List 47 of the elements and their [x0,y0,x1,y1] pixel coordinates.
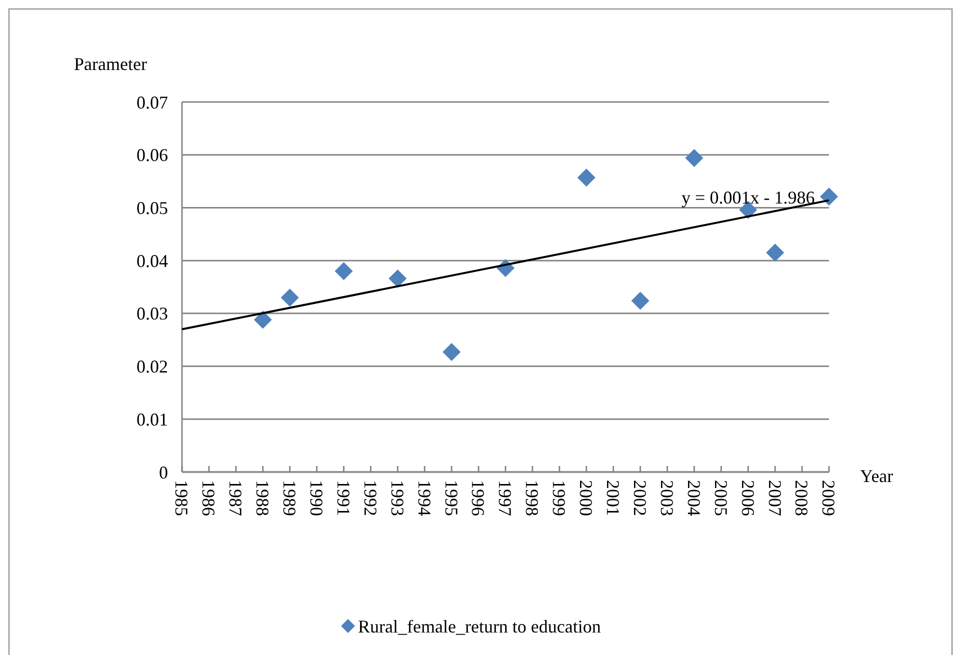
x-tick-label: 2008 [792,480,812,516]
x-tick-label: 2007 [764,480,785,516]
x-tick-label: 2000 [576,480,596,516]
x-tick-label: 2001 [603,480,624,516]
x-tick-label: 1985 [172,480,192,516]
x-tick-label: 1995 [441,480,462,516]
x-tick-label: 2002 [630,480,650,516]
point [280,288,299,307]
x-tick-label: 2004 [684,480,704,516]
point [334,262,353,280]
x-tick-label: 1999 [549,480,570,516]
x-tick-label: 1997 [495,480,516,516]
x-tick-label: 2003 [656,480,677,516]
point [820,188,838,206]
x-tick-label: 1991 [333,480,354,516]
y-tick-label: 0.02 [136,356,168,377]
x-tick-label: 1989 [280,480,300,516]
x-tick-label: 2005 [710,480,731,516]
x-tick-label: 1986 [198,480,219,516]
y-tick-label: 0 [159,462,168,482]
y-tick-label: 0.05 [136,198,168,218]
legend-label: Rural_female_return to education [358,616,601,636]
point [577,168,596,187]
x-tick-label: 1987 [226,480,246,516]
point [388,270,407,288]
x-tick-label: 2006 [738,480,758,516]
point [442,343,461,362]
y-tick-label: 0.07 [136,92,168,112]
annotation: y = 0.001x - 1.986 [682,187,815,208]
point [766,244,784,262]
y-tick-label: 0.01 [136,409,168,430]
y-tick-label: 0.06 [136,145,168,166]
x-tick-label: 1994 [414,480,434,516]
x-tick-label: 1990 [306,480,326,516]
x-tick-label: 1996 [468,480,488,516]
x-axis-title: Year [860,466,894,486]
point [631,292,650,310]
y-axis-title: Parameter [74,54,147,74]
x-tick-label: 1992 [360,480,380,516]
x-tick-label: 1993 [387,480,408,516]
y-tick-label: 0.04 [136,250,168,271]
x-tick-label: 1988 [252,480,273,516]
x-tick-label: 2009 [818,480,839,516]
x-tick-label: 1998 [522,480,542,516]
y-tick-label: 0.03 [136,304,168,324]
point [685,149,704,168]
point [254,310,272,329]
